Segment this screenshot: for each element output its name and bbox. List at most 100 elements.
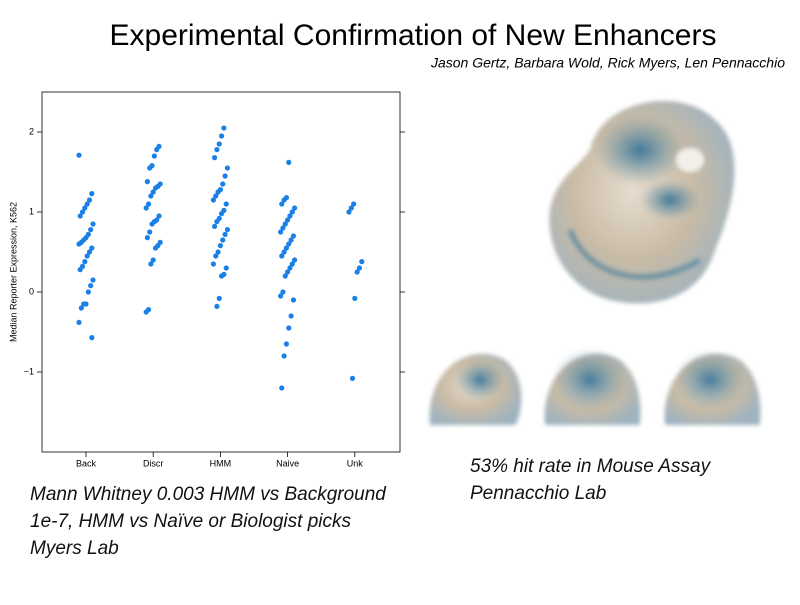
data-point bbox=[348, 205, 354, 211]
data-point bbox=[283, 341, 290, 347]
x-tick-label: Unk bbox=[347, 458, 364, 468]
data-point bbox=[156, 213, 162, 219]
data-point bbox=[77, 213, 83, 219]
data-point bbox=[285, 269, 291, 275]
data-point bbox=[283, 245, 290, 251]
data-point bbox=[354, 269, 360, 275]
data-point bbox=[349, 375, 356, 381]
data-point bbox=[287, 265, 293, 271]
data-point bbox=[285, 217, 291, 223]
data-point bbox=[147, 165, 153, 171]
data-point bbox=[84, 253, 90, 259]
data-point bbox=[218, 133, 225, 139]
data-point bbox=[289, 261, 295, 267]
y-tick-label: 1 bbox=[29, 206, 34, 216]
plot-frame bbox=[41, 91, 401, 453]
data-point bbox=[288, 313, 294, 319]
data-point bbox=[289, 209, 295, 215]
embryo-image-small-1 bbox=[429, 353, 522, 425]
data-point bbox=[76, 319, 82, 325]
data-point bbox=[214, 147, 220, 153]
slide-authors: Jason Gertz, Barbara Wold, Rick Myers, L… bbox=[430, 55, 785, 71]
data-point bbox=[213, 193, 219, 199]
data-point bbox=[282, 273, 288, 279]
x-tick-label: Naive bbox=[276, 458, 299, 468]
data-point bbox=[77, 267, 83, 273]
data-point bbox=[222, 173, 228, 179]
data-point bbox=[211, 223, 218, 229]
data-point bbox=[280, 225, 286, 231]
y-axis-label: Median Reporter Expression, K562 bbox=[8, 202, 18, 342]
data-point bbox=[359, 259, 365, 265]
left-caption: Mann Whitney 0.003 HMM vs Background bbox=[30, 484, 387, 505]
data-point bbox=[224, 165, 230, 171]
left-caption: Myers Lab bbox=[30, 538, 119, 559]
data-point bbox=[154, 147, 160, 153]
data-point bbox=[76, 152, 82, 158]
data-point bbox=[290, 297, 297, 303]
data-point bbox=[288, 237, 294, 243]
data-point bbox=[290, 233, 297, 239]
data-point bbox=[216, 295, 222, 301]
data-point bbox=[215, 189, 221, 195]
slide-title: Experimental Confirmation of New Enhance… bbox=[110, 19, 717, 52]
data-point bbox=[218, 211, 225, 217]
data-point bbox=[214, 303, 220, 309]
y-tick-label: 0 bbox=[29, 286, 34, 296]
left-caption: 1e-7, HMM vs Naïve or Biologist picks bbox=[30, 511, 351, 532]
data-point bbox=[222, 231, 228, 237]
data-point bbox=[148, 261, 154, 267]
data-point bbox=[151, 153, 157, 159]
embryo-image-small-2 bbox=[544, 348, 641, 425]
data-point bbox=[280, 289, 286, 295]
data-point bbox=[282, 221, 288, 227]
embryo-image-small-3 bbox=[664, 350, 761, 425]
data-point bbox=[224, 227, 230, 233]
data-point bbox=[86, 197, 93, 203]
data-point bbox=[223, 265, 229, 271]
data-point bbox=[292, 205, 298, 211]
data-point bbox=[82, 205, 88, 211]
data-point bbox=[143, 205, 149, 211]
data-point bbox=[281, 197, 287, 203]
data-point bbox=[89, 245, 95, 251]
data-point bbox=[351, 201, 357, 207]
data-point bbox=[278, 229, 284, 235]
data-point bbox=[152, 245, 159, 251]
right-caption: Pennacchio Lab bbox=[470, 483, 606, 504]
data-point bbox=[221, 125, 227, 131]
data-point bbox=[292, 257, 298, 263]
data-point bbox=[216, 141, 222, 147]
right-caption: 53% hit rate in Mouse Assay bbox=[470, 456, 712, 477]
data-point bbox=[213, 253, 219, 259]
data-point bbox=[281, 249, 287, 255]
data-point bbox=[215, 249, 221, 255]
data-point bbox=[223, 201, 229, 207]
data-point bbox=[211, 155, 218, 161]
data-point bbox=[149, 221, 155, 227]
data-point bbox=[88, 227, 94, 233]
data-point bbox=[218, 273, 225, 279]
data-point bbox=[148, 193, 154, 199]
data-point bbox=[89, 191, 95, 197]
x-tick-label: Discr bbox=[143, 458, 164, 468]
strip-chart: −1 0 1 2 Median Reporter Expression, K562 Bac… bbox=[8, 91, 405, 468]
x-tick-label: HMM bbox=[210, 458, 232, 468]
data-point bbox=[286, 325, 292, 331]
data-point bbox=[81, 301, 87, 307]
data-point bbox=[79, 209, 86, 215]
data-point bbox=[86, 249, 93, 255]
data-point bbox=[82, 259, 88, 265]
data-point bbox=[210, 261, 216, 267]
data-point bbox=[286, 159, 292, 165]
data-point bbox=[352, 295, 358, 301]
data-point bbox=[287, 213, 293, 219]
data-point bbox=[150, 257, 156, 263]
data-point bbox=[144, 235, 150, 241]
data-point bbox=[76, 241, 82, 247]
data-point bbox=[281, 353, 287, 359]
data-point bbox=[279, 385, 285, 391]
data-point bbox=[356, 265, 363, 271]
